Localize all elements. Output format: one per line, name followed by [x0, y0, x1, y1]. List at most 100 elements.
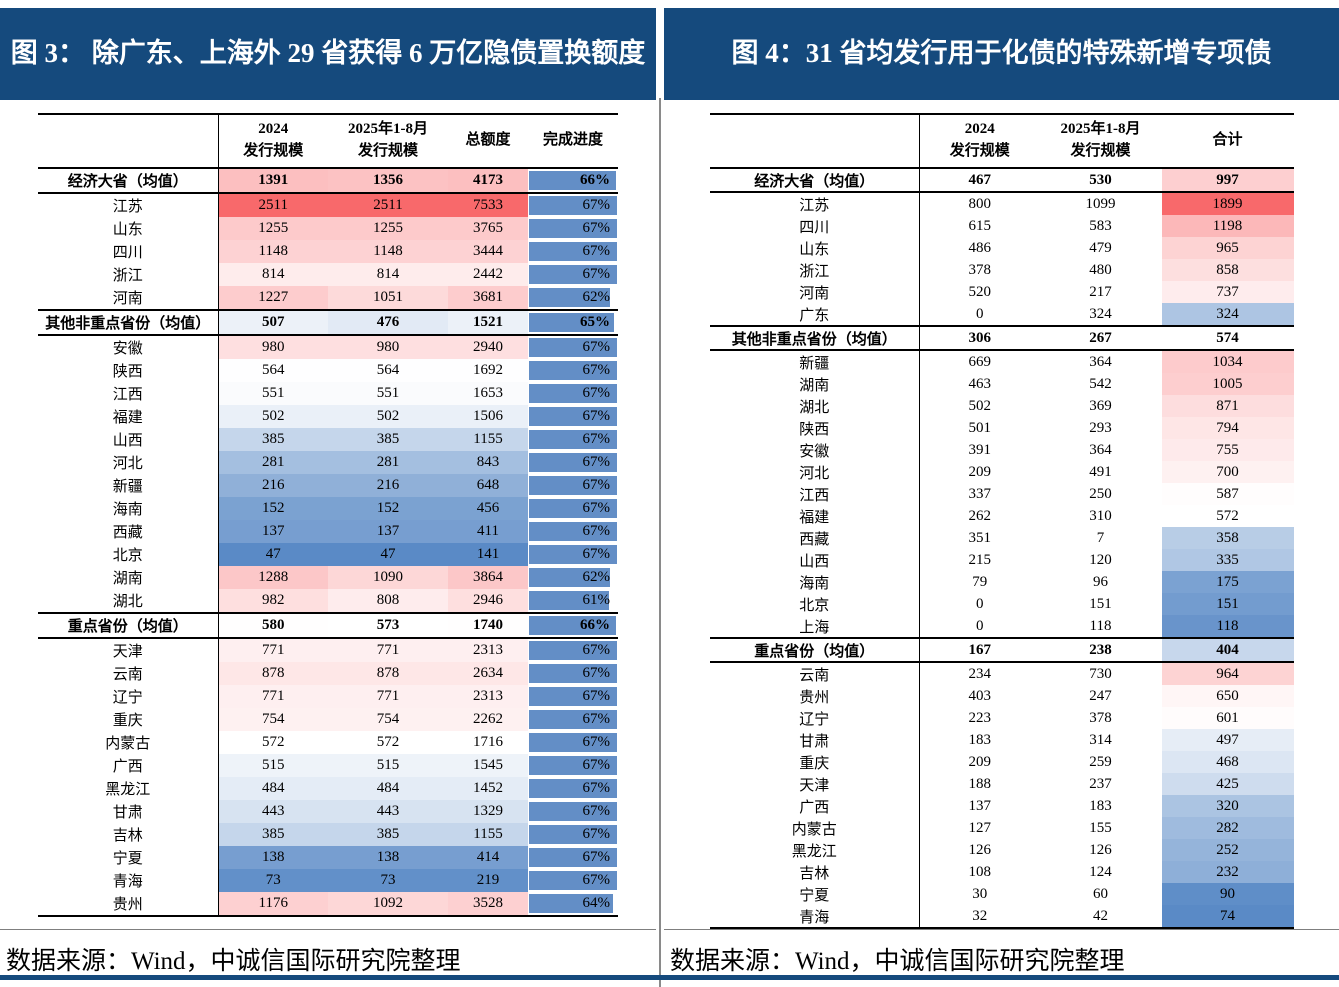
row-label: 天津: [709, 773, 920, 795]
value-cell: 574: [1161, 326, 1294, 350]
value-cell: 1716: [448, 731, 528, 754]
value-cell: 188: [968, 775, 992, 792]
row-label: 陕西: [709, 417, 920, 439]
progress-value: 67%: [582, 872, 611, 888]
table-row: 黑龙江 126 126 252: [709, 839, 1294, 861]
value-cell: 502: [968, 397, 992, 414]
aggregate-row: 重点省份（均值） 167 238 404: [709, 638, 1294, 662]
row-label: 北京: [38, 543, 219, 566]
progress-cell: 67%: [528, 823, 618, 846]
progress-value: 67%: [582, 826, 611, 842]
table-row: 河北 209 491 700: [709, 461, 1294, 483]
progress-cell: 66%: [528, 613, 618, 638]
table-row: 湖北 982 808 2946 61%: [38, 589, 618, 613]
table-row: 江西 337 250 587: [709, 483, 1294, 505]
value-cell: 155: [1089, 819, 1112, 836]
aggregate-row: 其他非重点省份（均值） 507 476 1521 65%: [38, 310, 618, 335]
value-cell: 502: [218, 405, 328, 428]
row-label: 福建: [38, 405, 219, 428]
table-row: 广东 0 324 324: [709, 303, 1294, 326]
page-bottom-rule: [0, 975, 1339, 980]
value-cell: 1329: [448, 800, 528, 823]
row-label: 安徽: [38, 335, 219, 359]
table-row: 天津 771 771 2313 67%: [38, 638, 618, 662]
row-label: 江苏: [709, 192, 920, 215]
value-cell: 573: [328, 613, 448, 638]
progress-bar: [529, 476, 617, 495]
value-cell: 358: [1161, 527, 1294, 549]
value-cell: 0: [976, 305, 984, 322]
progress-value: 67%: [582, 688, 611, 704]
value-cell: 572: [1161, 505, 1294, 527]
value-cell: 601: [1161, 707, 1294, 729]
row-label: 江苏: [38, 193, 219, 217]
progress-value: 65%: [580, 314, 610, 330]
value-cell: 3528: [448, 892, 528, 916]
progress-cell: 67%: [528, 846, 618, 869]
table-row: 青海 32 42 74: [709, 905, 1294, 928]
row-label: 海南: [38, 497, 219, 520]
table-row: 内蒙古 572 572 1716 67%: [38, 731, 618, 754]
progress-cell: 67%: [528, 638, 618, 662]
value-cell: 1740: [448, 613, 528, 638]
value-cell: 771: [218, 638, 328, 662]
row-label: 湖南: [38, 566, 219, 589]
value-cell: 551: [218, 382, 328, 405]
value-cell: 364: [1089, 441, 1112, 458]
value-cell: 124: [1089, 863, 1112, 880]
figure4-source-text: 数据来源：Wind，中诚信国际研究院整理: [670, 947, 1125, 975]
table-row: 山东 1255 1255 3765 67%: [38, 217, 618, 240]
progress-cell: 67%: [528, 428, 618, 451]
value-cell: 497: [1161, 729, 1294, 751]
value-cell: 2262: [448, 708, 528, 731]
value-cell: 209: [968, 753, 992, 770]
progress-bar: [529, 288, 611, 307]
table-row: 吉林 385 385 1155 67%: [38, 823, 618, 846]
value-cell: 1155: [448, 823, 528, 846]
row-label: 重庆: [38, 708, 219, 731]
progress-cell: 67%: [528, 240, 618, 263]
row-label: 重点省份（均值）: [709, 638, 920, 662]
row-label: 黑龙江: [709, 839, 920, 861]
value-cell: 293: [1089, 419, 1112, 436]
value-cell: 484: [218, 777, 328, 800]
table-row: 北京 0 151 151: [709, 593, 1294, 615]
value-cell: 1051: [328, 286, 448, 310]
value-cell: 282: [1161, 817, 1294, 839]
progress-bar: [529, 616, 616, 635]
value-cell: 310: [1089, 507, 1112, 524]
column-header: 完成进度: [542, 132, 603, 149]
value-cell: 808: [328, 589, 448, 613]
value-cell: 237: [1089, 775, 1112, 792]
progress-cell: 67%: [528, 869, 618, 892]
value-cell: 2946: [448, 589, 528, 613]
value-cell: 486: [968, 239, 992, 256]
value-cell: 814: [218, 263, 328, 286]
value-cell: 79: [972, 573, 988, 590]
progress-cell: 67%: [528, 263, 618, 286]
value-cell: 151: [1161, 593, 1294, 615]
value-cell: 515: [218, 754, 328, 777]
row-label: 四川: [38, 240, 219, 263]
value-cell: 217: [1089, 283, 1112, 300]
value-cell: 167: [968, 641, 992, 658]
value-cell: 391: [968, 441, 992, 458]
value-cell: 378: [1089, 709, 1112, 726]
progress-bar: [529, 407, 617, 426]
value-cell: 324: [1161, 303, 1294, 326]
progress-cell: 67%: [528, 662, 618, 685]
value-cell: 468: [1161, 751, 1294, 773]
value-cell: 306: [968, 329, 992, 346]
value-cell: 730: [1089, 665, 1112, 682]
progress-cell: 67%: [528, 685, 618, 708]
value-cell: 530: [1089, 171, 1112, 188]
figure3-source-text: 数据来源：Wind，中诚信国际研究院整理: [6, 947, 461, 975]
value-cell: 479: [1089, 239, 1112, 256]
progress-bar: [529, 802, 617, 821]
value-cell: 138: [218, 846, 328, 869]
table-row: 浙江 378 480 858: [709, 259, 1294, 281]
progress-value: 67%: [582, 408, 611, 424]
table-row: 江苏 2511 2511 7533 67%: [38, 193, 618, 217]
header-row: 2024 发行规模 2025年1-8月 发行规模 合计: [709, 114, 1294, 168]
value-cell: 108: [968, 863, 992, 880]
